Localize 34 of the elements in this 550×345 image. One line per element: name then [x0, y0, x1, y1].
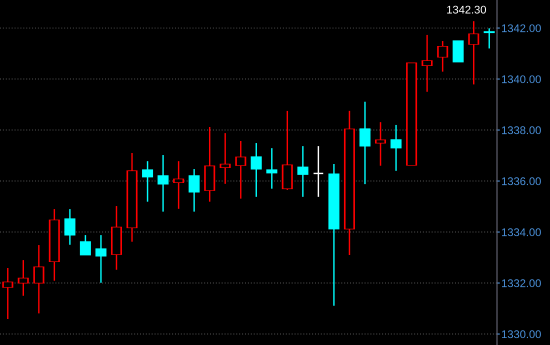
candlestick — [437, 40, 448, 72]
y-tick-label: 1342.00 — [502, 24, 541, 32]
candlestick — [452, 40, 464, 62]
y-tick-label: 1334.00 — [502, 228, 541, 236]
candlestick — [422, 34, 433, 92]
y-tick-label: 1330.00 — [502, 330, 541, 338]
candlestick — [359, 101, 370, 185]
candlestick — [188, 168, 200, 212]
candlestick — [33, 244, 44, 314]
candlestick — [468, 20, 480, 86]
annotation: 1342.30 — [447, 6, 486, 14]
candlestick — [266, 147, 278, 190]
candlestick — [282, 110, 293, 191]
candlestick — [173, 160, 184, 210]
candlestick — [484, 28, 495, 50]
candlestick — [235, 140, 246, 200]
y-tick-label: 1336.00 — [502, 177, 541, 186]
candlestick — [64, 208, 76, 246]
candlestick — [142, 160, 154, 202]
y-tick-label: 1332.00 — [502, 279, 541, 288]
candlestick — [158, 154, 169, 212]
candlestick — [375, 121, 386, 166]
candlestick — [95, 234, 106, 284]
candlestick — [2, 267, 14, 320]
y-tick-label: 1338.00 — [502, 126, 541, 134]
candlestick — [297, 145, 308, 198]
y-tick-label: 1340.00 — [502, 75, 541, 84]
candlestick — [312, 145, 324, 198]
candlestick — [18, 259, 29, 296]
candlestick — [220, 132, 231, 185]
candlestick — [204, 126, 216, 202]
candlestick — [250, 142, 262, 198]
candlestick — [80, 234, 91, 256]
candlestick — [390, 124, 402, 172]
